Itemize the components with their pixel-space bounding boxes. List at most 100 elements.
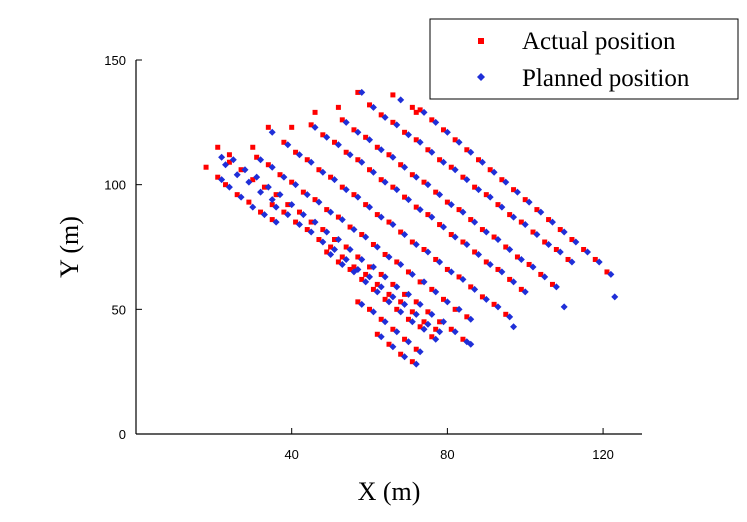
planned-position-point [443,298,451,306]
planned-position-point [303,191,311,199]
actual-position-point [238,167,244,173]
planned-position-point [412,360,420,368]
actual-position-point [265,124,271,130]
actual-position-point [226,152,232,158]
x-axis-title: X (m) [358,477,421,506]
planned-position-point [513,188,521,196]
planned-position-point [428,310,436,318]
actual-position-point [398,351,404,357]
actual-position-point [491,234,497,240]
planned-position-point [548,218,556,226]
actual-position-point [269,217,275,223]
actual-position-point [468,284,474,290]
actual-position-point [378,316,384,322]
planned-position-point [288,201,296,209]
actual-position-point [328,244,334,250]
actual-position-point [359,232,365,238]
planned-position-point [362,278,370,286]
actual-position-point [503,311,509,317]
planned-position-point [393,121,401,129]
planned-position-point [517,255,525,263]
actual-position-point [258,209,264,215]
actual-position-point [402,194,408,200]
actual-position-point [246,199,252,205]
actual-position-point [382,251,388,257]
actual-position-point [417,279,423,285]
planned-position-point [475,186,483,194]
actual-position-point [604,269,610,275]
planned-position-point [366,273,374,281]
actual-position-point [421,319,427,325]
planned-position-point [346,151,354,159]
actual-position-point [378,271,384,277]
actual-position-point [363,271,369,277]
planned-position-point [276,191,284,199]
planned-position-point [494,303,502,311]
planned-position-point [498,268,506,276]
actual-position-point [433,256,439,262]
planned-position-point [482,228,490,236]
actual-position-point [460,336,466,342]
planned-position-point [225,183,233,191]
planned-position-point [401,163,409,171]
planned-position-point [338,260,346,268]
actual-position-point [374,212,380,218]
planned-position-point [377,146,385,154]
actual-position-point [215,144,221,150]
planned-position-point [307,228,315,236]
actual-position-point [347,266,353,272]
planned-position-point [381,178,389,186]
actual-position-point [429,286,435,292]
planned-position-point [295,151,303,159]
actual-position-point [581,246,587,252]
actual-position-point [440,296,446,302]
planned-position-point [241,166,249,174]
actual-position-point [456,274,462,280]
legend-box [429,18,739,100]
actual-position-point [440,127,446,133]
actual-position-point [289,179,295,185]
actual-position-point [308,219,314,225]
planned-position-point [412,173,420,181]
planned-position-point [362,233,370,241]
actual-position-point [499,177,505,183]
planned-position-point [529,263,537,271]
planned-position-point [268,196,276,204]
actual-position-point [421,179,427,185]
actual-position-point [421,246,427,252]
actual-position-point [320,227,326,233]
planned-position-point [389,221,397,229]
actual-position-point [394,306,400,312]
planned-position-point [249,203,257,211]
planned-position-point [584,248,592,256]
planned-position-point [420,108,428,116]
actual-position-point [433,326,439,332]
actual-position-point [569,237,575,243]
planned-position-point [432,288,440,296]
actual-position-point [351,127,357,133]
actual-position-point [398,162,404,168]
planned-position-point [257,156,265,164]
actual-position-point [538,271,544,277]
actual-position-point [402,129,408,135]
planned-position-point [292,181,300,189]
planned-position-point [560,303,568,311]
actual-position-point [347,224,353,230]
planned-position-point [595,258,603,266]
actual-position-point [363,202,369,208]
actual-position-point [367,102,373,108]
actual-position-point [429,117,435,123]
actual-position-point [542,239,548,245]
planned-position-point [381,318,389,326]
actual-position-point [378,112,384,118]
planned-position-point [377,283,385,291]
marks-layer [203,88,619,368]
planned-position-point [393,283,401,291]
planned-position-point [346,245,354,253]
actual-position-point [335,214,341,220]
planned-position-point [331,176,339,184]
axes-layer [135,60,642,435]
actual-position-point [343,244,349,250]
actual-position-point [367,306,373,312]
